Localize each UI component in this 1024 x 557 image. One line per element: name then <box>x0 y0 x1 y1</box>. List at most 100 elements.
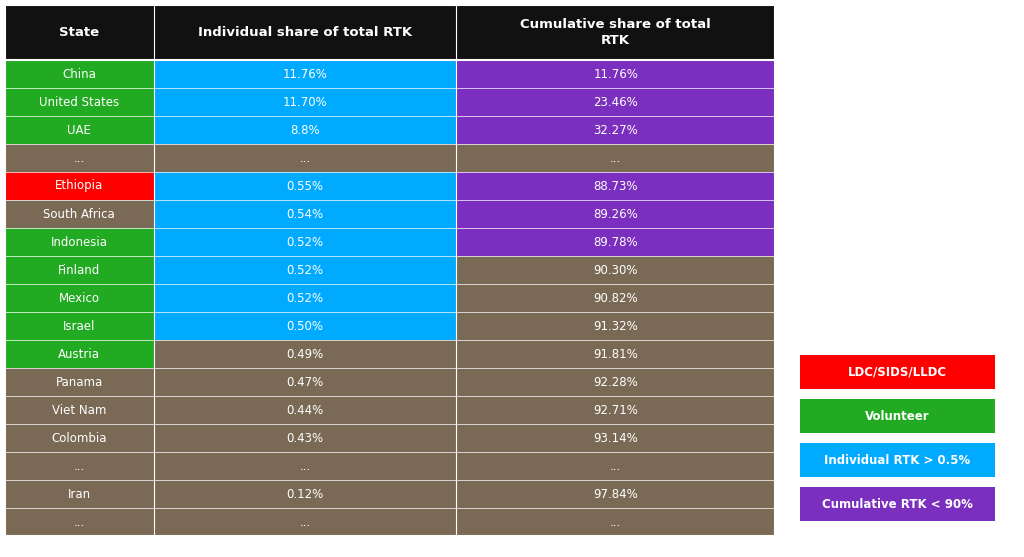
Text: 11.70%: 11.70% <box>283 95 328 109</box>
Text: 91.81%: 91.81% <box>593 348 638 360</box>
Text: UAE: UAE <box>68 124 91 136</box>
Text: State: State <box>59 26 99 39</box>
Text: 23.46%: 23.46% <box>593 95 638 109</box>
Text: Austria: Austria <box>58 348 100 360</box>
Text: 0.52%: 0.52% <box>287 236 324 248</box>
Text: 92.28%: 92.28% <box>593 375 638 388</box>
Bar <box>5 312 154 340</box>
Bar <box>154 5 457 60</box>
Text: 8.8%: 8.8% <box>290 124 319 136</box>
Text: United States: United States <box>39 95 120 109</box>
Bar <box>457 116 775 144</box>
Bar <box>457 88 775 116</box>
Text: Ethiopia: Ethiopia <box>55 179 103 193</box>
Text: 90.30%: 90.30% <box>593 263 638 276</box>
Bar <box>154 368 457 396</box>
Bar <box>457 480 775 508</box>
Bar <box>154 452 457 480</box>
Bar <box>5 452 154 480</box>
Bar <box>800 399 995 433</box>
Bar <box>5 480 154 508</box>
Text: Cumulative share of total
RTK: Cumulative share of total RTK <box>520 18 711 46</box>
Bar <box>5 116 154 144</box>
Text: 90.82%: 90.82% <box>593 291 638 305</box>
Text: 11.76%: 11.76% <box>593 67 638 81</box>
Bar <box>5 5 775 60</box>
Text: 0.49%: 0.49% <box>287 348 324 360</box>
Text: Individual RTK > 0.5%: Individual RTK > 0.5% <box>824 453 971 467</box>
Bar <box>5 424 154 452</box>
Bar <box>154 200 457 228</box>
Bar <box>457 256 775 284</box>
Bar <box>457 424 775 452</box>
Text: ...: ... <box>610 152 622 164</box>
Text: Viet Nam: Viet Nam <box>52 403 106 417</box>
Text: ...: ... <box>74 152 85 164</box>
Text: ...: ... <box>74 460 85 472</box>
Bar <box>5 88 154 116</box>
Bar <box>457 5 775 60</box>
Text: ...: ... <box>74 515 85 529</box>
Text: China: China <box>62 67 96 81</box>
Text: 11.76%: 11.76% <box>283 67 328 81</box>
Text: 0.54%: 0.54% <box>287 208 324 221</box>
Bar <box>154 144 457 172</box>
Bar <box>457 144 775 172</box>
Text: 0.55%: 0.55% <box>287 179 324 193</box>
Bar <box>457 508 775 536</box>
Text: 0.12%: 0.12% <box>287 487 324 501</box>
Text: Volunteer: Volunteer <box>865 409 930 423</box>
Bar <box>457 452 775 480</box>
Bar <box>457 340 775 368</box>
Text: Mexico: Mexico <box>58 291 99 305</box>
Bar <box>5 256 154 284</box>
Text: 0.50%: 0.50% <box>287 320 324 333</box>
Bar <box>5 340 154 368</box>
Bar <box>5 508 154 536</box>
Text: 92.71%: 92.71% <box>593 403 638 417</box>
Bar <box>800 443 995 477</box>
Bar <box>5 284 154 312</box>
Bar <box>457 228 775 256</box>
Bar <box>154 88 457 116</box>
Bar <box>457 396 775 424</box>
Bar <box>154 396 457 424</box>
Bar <box>457 284 775 312</box>
Text: Panama: Panama <box>55 375 103 388</box>
Bar <box>154 172 457 200</box>
Text: Colombia: Colombia <box>51 432 108 444</box>
Bar <box>5 5 775 536</box>
Text: 0.52%: 0.52% <box>287 291 324 305</box>
Bar <box>5 396 154 424</box>
Text: ...: ... <box>610 460 622 472</box>
Text: ...: ... <box>299 460 310 472</box>
Bar <box>457 200 775 228</box>
Text: 93.14%: 93.14% <box>593 432 638 444</box>
Text: ...: ... <box>299 152 310 164</box>
Bar <box>5 144 154 172</box>
Bar <box>5 5 154 60</box>
Bar <box>154 424 457 452</box>
Text: Indonesia: Indonesia <box>51 236 108 248</box>
Text: 32.27%: 32.27% <box>593 124 638 136</box>
Bar <box>5 228 154 256</box>
Text: Finland: Finland <box>58 263 100 276</box>
Bar <box>154 228 457 256</box>
Bar <box>5 172 154 200</box>
Text: 89.26%: 89.26% <box>593 208 638 221</box>
Bar <box>457 172 775 200</box>
Text: ...: ... <box>299 515 310 529</box>
Bar <box>457 60 775 88</box>
Bar <box>5 60 154 88</box>
Text: Cumulative RTK < 90%: Cumulative RTK < 90% <box>822 497 973 511</box>
Bar <box>5 368 154 396</box>
Bar <box>457 368 775 396</box>
Bar <box>5 200 154 228</box>
Text: 0.43%: 0.43% <box>287 432 324 444</box>
Bar <box>154 508 457 536</box>
Text: Individual share of total RTK: Individual share of total RTK <box>198 26 412 39</box>
Text: 0.52%: 0.52% <box>287 263 324 276</box>
Bar <box>154 340 457 368</box>
Text: Iran: Iran <box>68 487 91 501</box>
Bar <box>154 60 457 88</box>
